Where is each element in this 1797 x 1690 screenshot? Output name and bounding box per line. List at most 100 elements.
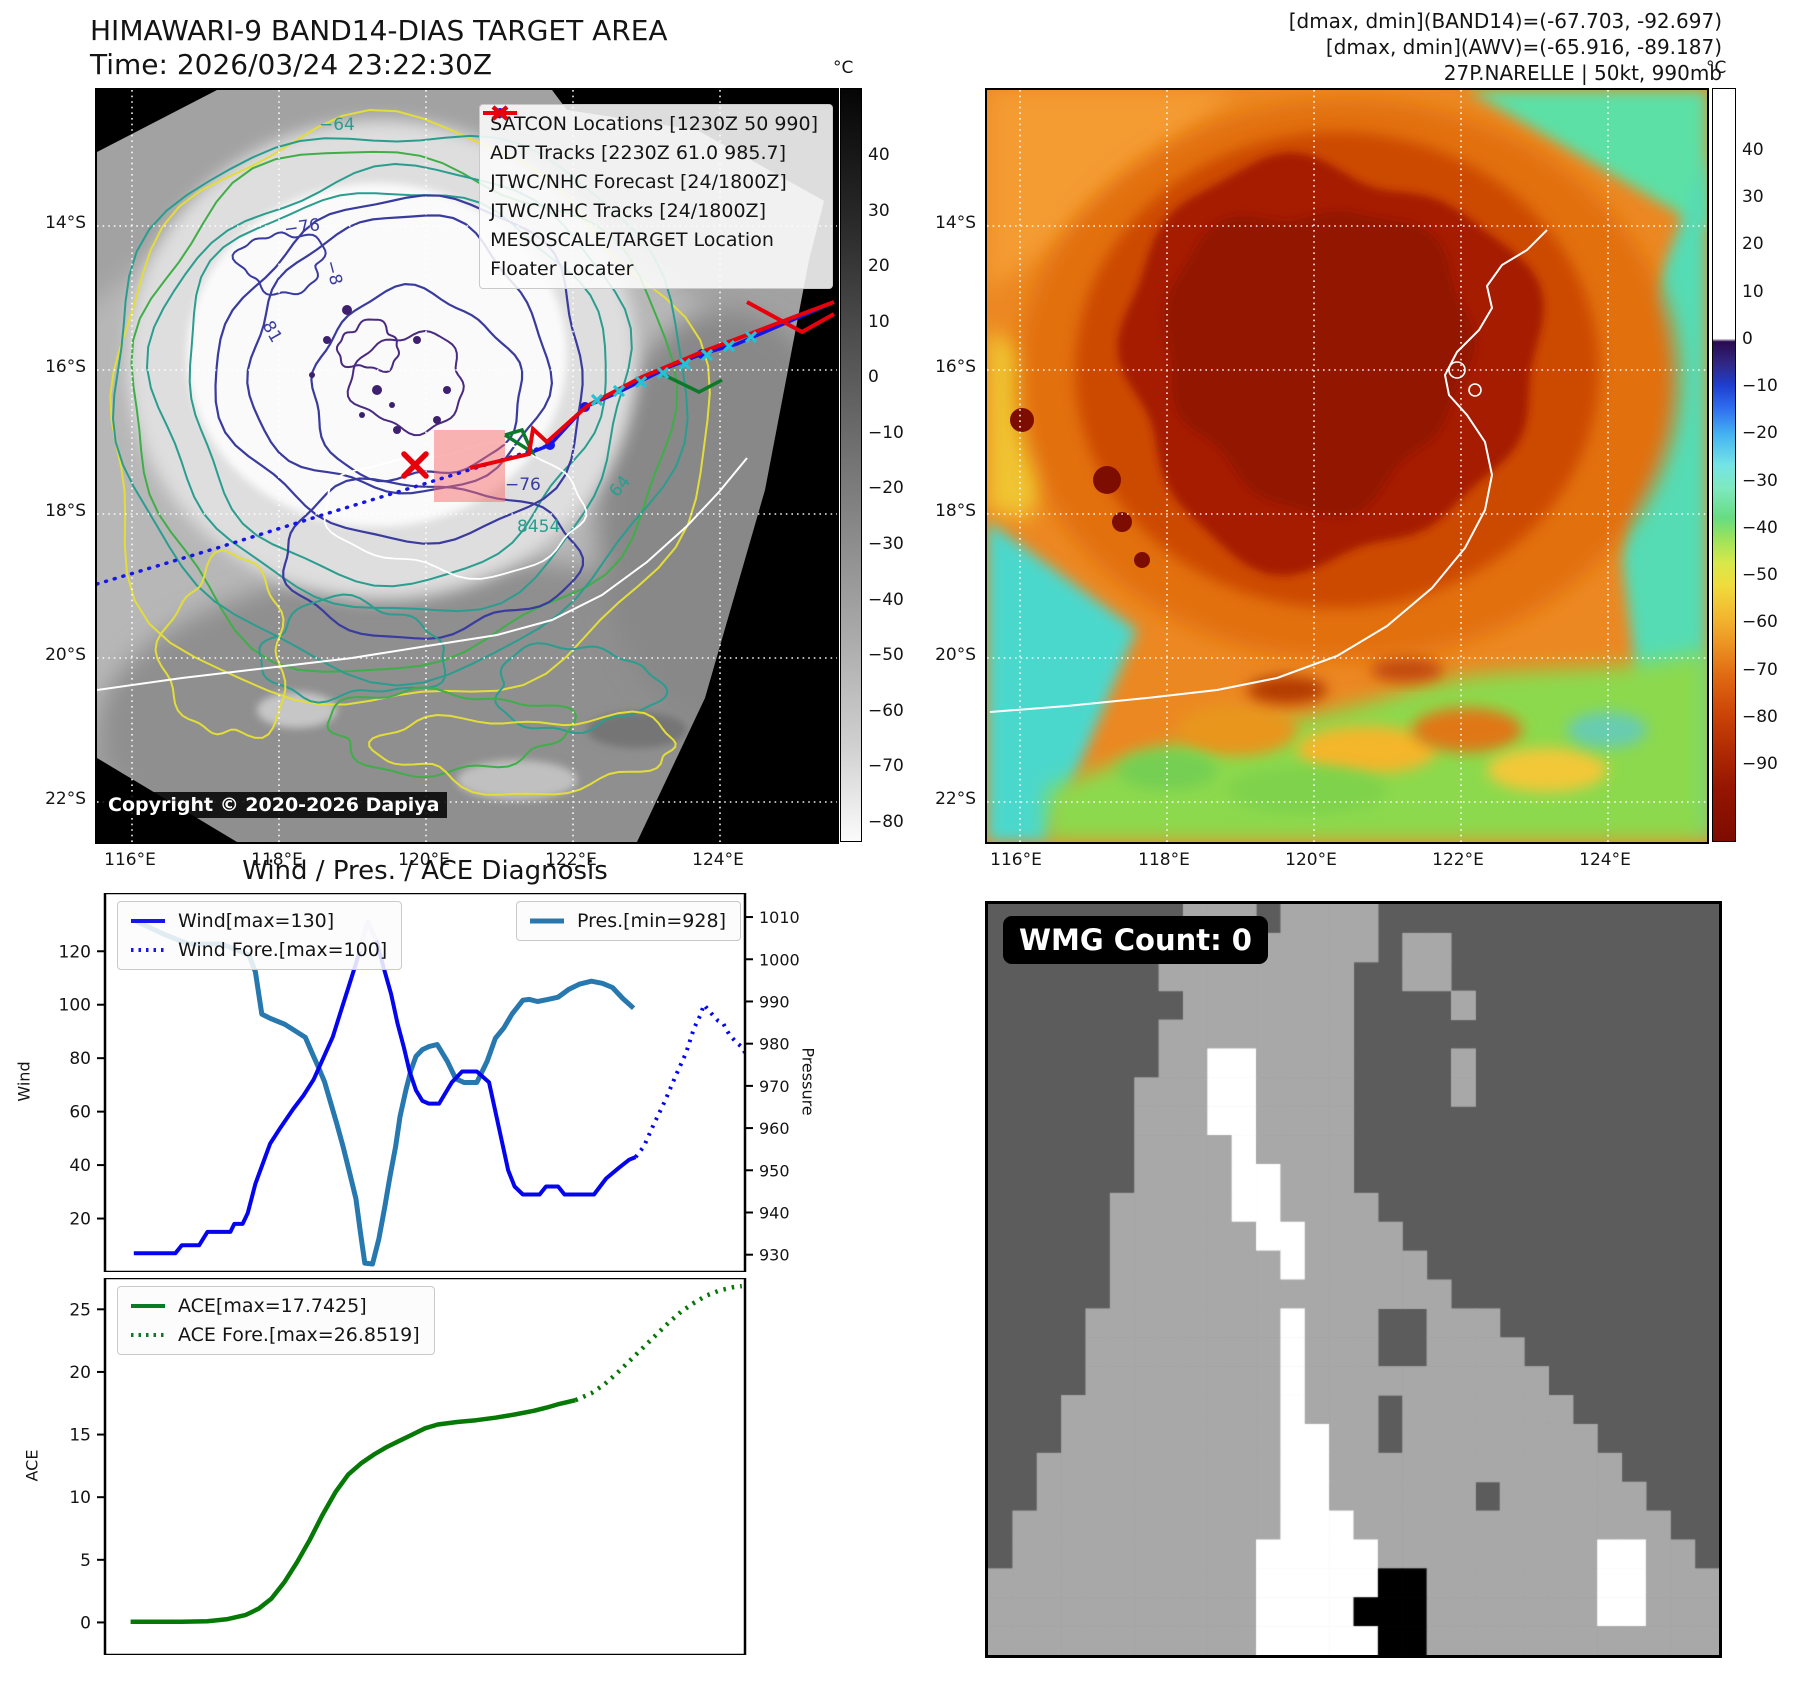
pressure-tick-label: 970: [759, 1077, 790, 1096]
contour-dot: [323, 336, 331, 344]
colorbar-tick-label: −40: [868, 589, 904, 610]
contour-label: 8454: [517, 517, 560, 537]
satcon-marker: [634, 375, 648, 389]
contour-dot: [372, 385, 382, 395]
satcon-marker: [722, 339, 736, 353]
legend-item-2: JTWC/NHC Forecast [24/1800Z]: [483, 111, 818, 193]
colorbar-tick-label: −30: [1742, 470, 1778, 491]
floater-track-line: [469, 300, 835, 470]
page-title: HIMAWARI-9 BAND14-DIAS TARGET AREA: [90, 14, 668, 47]
stats-annotation: [dmax, dmin](BAND14)=(-67.703, -92.697) …: [1289, 8, 1722, 86]
satcon-marker: [590, 393, 604, 407]
colorbar-tick-label: 10: [1742, 281, 1764, 302]
wind-fore-legend-item-label: Wind Fore.[max=100]: [178, 939, 388, 961]
lon-tick-label: 118°E: [1138, 850, 1190, 870]
lon-tick-label: 120°E: [398, 850, 450, 870]
lon-tick-label: 122°E: [545, 850, 597, 870]
colorbar-tick-label: −70: [868, 756, 904, 777]
green-line-icon: [131, 1304, 165, 1308]
lon-tick-label: 122°E: [1432, 850, 1484, 870]
contour-dot: [359, 412, 365, 418]
pressure-tick-label: 980: [759, 1035, 790, 1054]
legend-item-1-label: ADT Tracks [2230Z 61.0 985.7]: [490, 142, 786, 164]
adt-track-line: [504, 427, 537, 457]
legend-item-4: MESOSCALE/TARGET Location: [490, 105, 818, 251]
satcon-marker: [700, 348, 714, 362]
ace-tick-label: 15: [69, 1426, 91, 1446]
series-Wind Fore.[max=100]: [634, 1002, 745, 1159]
colorbar-tick-label: 0: [1742, 328, 1753, 349]
colorbar-tick-label: −20: [1742, 423, 1778, 444]
floater-track-line: [746, 300, 835, 335]
contour-line: [494, 642, 669, 734]
band14-colorbar-unit: °C: [833, 58, 854, 78]
colorbar-tick-label: 0: [868, 367, 879, 388]
wind-tick-label: 100: [59, 996, 91, 1016]
contour-dot: [309, 372, 315, 378]
ace-tick-label: 25: [69, 1300, 91, 1320]
ir-cold-spot: [1010, 408, 1034, 432]
lon-tick-label: 118°E: [251, 850, 303, 870]
awv-map-canvas: [987, 90, 1707, 842]
coastline: [989, 229, 1548, 713]
pressure-tick-label: 960: [759, 1119, 790, 1138]
contour-label: −64: [319, 115, 355, 135]
colorbar-tick-label: −10: [868, 422, 904, 443]
lon-tick-label: 124°E: [1579, 850, 1631, 870]
copyright-label: Copyright © 2020-2026 Dapiya: [100, 792, 448, 818]
ace-legend: ACE[max=17.7425] ACE Fore.[max=26.8519]: [117, 1286, 435, 1355]
swath-edge: [637, 150, 837, 842]
map-legend: SATCON Locations [1230Z 50 990] ADT Track…: [479, 104, 833, 289]
ir-cold-spot: [1134, 552, 1150, 568]
contour-label: −76: [283, 215, 321, 240]
colorbar-tick-label: 30: [868, 200, 890, 221]
ir-mottle: [1117, 750, 1217, 790]
band14-satellite-map: −64 −76 −8 81 −76 8454 64 SATCON Locations [12…: [95, 88, 839, 844]
lat-tick-label: 20°S: [935, 645, 976, 665]
pres-legend-label: Pres.[min=928]: [577, 910, 726, 932]
plot-area: [130, 1283, 743, 1625]
contour-line: [258, 593, 447, 704]
wind-tick-label: 120: [59, 942, 91, 962]
colorbar-tick-label: 20: [868, 256, 890, 277]
satcon-marker: [656, 366, 670, 380]
colorbar-tick-label: 30: [1742, 187, 1764, 208]
wind-legend-item-label: Wind[max=130]: [178, 910, 335, 932]
contour-line: [335, 318, 401, 374]
ir-mottle: [1487, 748, 1607, 792]
plot-area: [133, 919, 745, 1267]
colorbar-tick-label: 40: [868, 145, 890, 165]
colorbar-tick-label: 20: [1742, 234, 1764, 255]
lon-tick-label: 124°E: [692, 850, 744, 870]
wind-tick-label: 20: [69, 1210, 91, 1230]
series-ACE Fore.[max=26.8519]: [574, 1283, 743, 1403]
wmg-grid-image: [988, 904, 1719, 1655]
blue-dotted-icon: [131, 948, 165, 952]
contour-dot: [342, 305, 352, 315]
cloud-mottle: [457, 760, 577, 800]
series-Wind[max=130]: [133, 919, 637, 1256]
green-dotted-icon: [131, 1333, 165, 1337]
ir-cold-spot: [1112, 512, 1132, 532]
colorbar-tick-label: −80: [1742, 706, 1778, 727]
ace-fore-legend-item: ACE Fore.[max=26.8519]: [128, 1324, 420, 1346]
lon-tick-label: 116°E: [104, 850, 156, 870]
ace-legend-item-label: ACE[max=17.7425]: [178, 1295, 367, 1317]
lat-tick-label: 20°S: [45, 645, 86, 665]
cloud-mottle: [587, 712, 687, 748]
legend-item-3-label: JTWC/NHC Tracks [24/1800Z]: [490, 200, 766, 222]
contour-line: [154, 549, 287, 739]
island-outline: [1468, 383, 1482, 397]
colorbar-tick-label: −90: [1742, 753, 1778, 774]
colorbar-tick-label: −50: [1742, 565, 1778, 586]
ace-chart: 0 5 10 15 20 25: [69, 1278, 747, 1655]
wind-tick-label: 60: [69, 1103, 91, 1123]
lat-tick-label: 14°S: [935, 213, 976, 233]
legend-item-3: JTWC/NHC Tracks [24/1800Z]: [483, 108, 818, 222]
ace-tick-label: 5: [80, 1551, 91, 1571]
pres-line-icon: [530, 918, 564, 924]
swath-edge: [97, 90, 217, 152]
wmg-panel: WMG Count: 0: [985, 901, 1722, 1658]
satcon-marker: [744, 330, 758, 344]
